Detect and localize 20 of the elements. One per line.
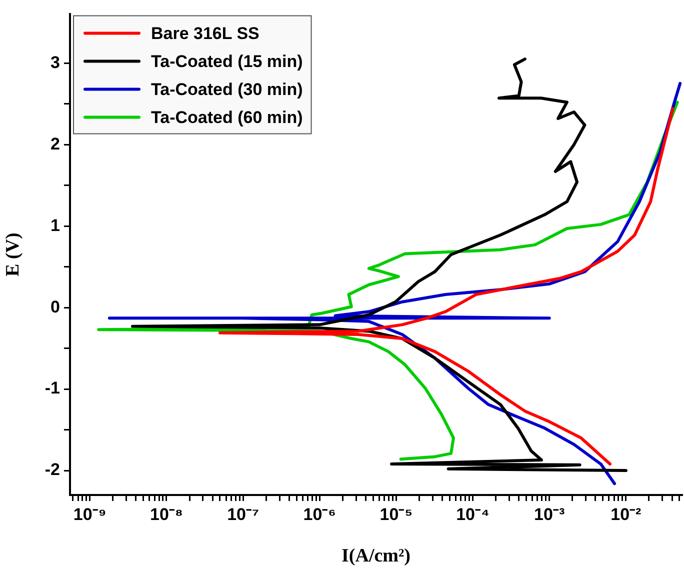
legend-label: Bare 316L SS (151, 24, 260, 43)
x-tick-label: 10⁻⁹ (73, 504, 106, 524)
x-tick-label: 10⁻⁴ (456, 504, 490, 524)
legend-label: Ta-Coated (60 min) (151, 108, 303, 127)
y-tick-label: 1 (50, 216, 60, 235)
x-tick-label: 10⁻³ (534, 504, 565, 524)
x-tick-label: 10⁻⁷ (227, 504, 260, 524)
y-tick-label: 3 (50, 52, 60, 72)
x-tick-label: 10⁻⁶ (303, 504, 336, 524)
y-tick-label: -2 (44, 460, 60, 480)
x-tick-label: 10⁻⁸ (150, 504, 183, 524)
y-axis-title: E (V) (2, 232, 24, 277)
x-tick-label: 10⁻⁵ (380, 504, 413, 524)
legend-label: Ta-Coated (15 min) (151, 52, 303, 71)
legend-label: Ta-Coated (30 min) (151, 80, 303, 99)
y-tick-label: 2 (50, 134, 60, 154)
y-tick-label: 0 (50, 297, 60, 316)
x-axis-title: I(A/cm²) (341, 546, 411, 567)
x-tick-label: 10⁻² (610, 504, 642, 524)
y-tick-label: -1 (44, 378, 60, 398)
